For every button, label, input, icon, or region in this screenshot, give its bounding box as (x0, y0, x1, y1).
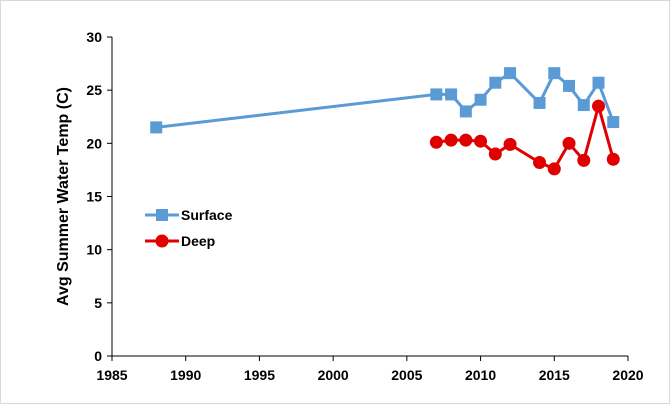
deep-point (592, 99, 606, 113)
y-tick-label: 0 (94, 348, 102, 364)
surface-point (489, 76, 502, 89)
series-deep (429, 99, 620, 176)
deep-point (547, 162, 561, 176)
surface-point (445, 88, 458, 101)
surface-point (592, 76, 605, 89)
deep-point (488, 147, 502, 161)
surface-point (474, 93, 487, 106)
y-tick-label: 5 (94, 295, 102, 311)
surface-point (430, 88, 443, 101)
deep-point (606, 152, 620, 166)
surface-point (577, 99, 590, 112)
x-tick-label: 2005 (391, 367, 422, 383)
surface-point (563, 79, 576, 92)
axes (107, 36, 629, 361)
surface-point (459, 105, 472, 118)
legend-swatch-marker (155, 234, 169, 248)
x-tick-label: 2015 (539, 367, 570, 383)
y-tick-label: 30 (86, 29, 102, 45)
x-tick-label: 1990 (170, 367, 201, 383)
deep-point (503, 137, 517, 151)
deep-point (459, 133, 473, 147)
x-tick-label: 2020 (612, 367, 643, 383)
series-surface (150, 67, 620, 134)
x-tick-label: 2000 (318, 367, 349, 383)
y-axis-title: Avg Summer Water Temp (C) (55, 87, 72, 306)
x-tick-label: 2010 (465, 367, 496, 383)
y-tick-label: 25 (86, 82, 102, 98)
deep-point (562, 136, 576, 150)
x-tick-label: 1985 (96, 367, 127, 383)
legend-label: Deep (181, 233, 215, 249)
deep-point (444, 133, 458, 147)
tick-labels: 0 5 10 15 20 25 30 1985 1990 1995 2000 2005 2010 2015… (86, 29, 643, 383)
deep-point (577, 153, 591, 167)
surface-point (504, 67, 517, 80)
deep-point (429, 135, 443, 149)
surface-point (150, 121, 163, 134)
legend: Surface Deep (145, 207, 233, 249)
deep-point (533, 155, 547, 169)
y-tick-label: 10 (86, 242, 102, 258)
deep-point (474, 134, 488, 148)
y-tick-label: 15 (86, 189, 102, 205)
y-tick-label: 20 (86, 135, 102, 151)
x-tick-label: 1995 (244, 367, 275, 383)
legend-swatch-marker (156, 209, 168, 221)
surface-point (607, 116, 620, 129)
surface-point (533, 96, 546, 109)
legend-item-surface: Surface (145, 207, 233, 223)
series-layer (150, 67, 620, 176)
surface-point (548, 67, 561, 80)
legend-label: Surface (181, 207, 233, 223)
legend-item-deep: Deep (145, 233, 215, 249)
